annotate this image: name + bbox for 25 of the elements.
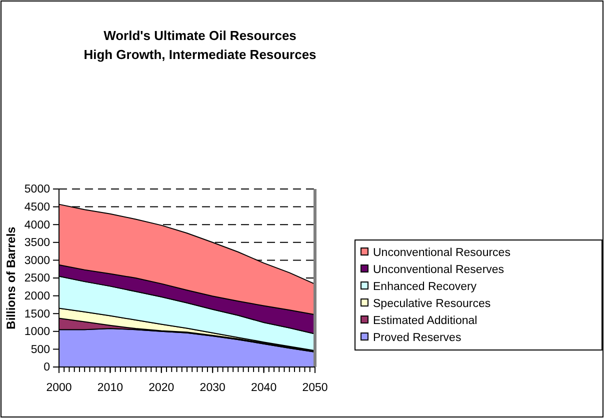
y-tick-label: 1500	[24, 308, 50, 320]
y-tick-label: 3000	[24, 254, 50, 267]
legend-label: Speculative Resources	[373, 298, 491, 310]
legend-label: Enhanced Recovery	[373, 281, 477, 293]
y-tick-label: 3500	[24, 237, 50, 250]
x-tick-label: 2010	[97, 382, 123, 394]
x-tick-label: 2000	[46, 382, 72, 394]
y-tick-label: 4500	[24, 201, 50, 214]
y-tick-label: 0	[44, 362, 50, 374]
y-tick-label: 500	[30, 344, 50, 356]
legend-label: Estimated Additional	[373, 315, 478, 327]
y-tick-label: 2500	[24, 272, 50, 285]
legend-label: Unconventional Resources	[373, 247, 511, 259]
chart-title: World's Ultimate Oil Resources High Growth, Intermediate Resources	[84, 28, 316, 62]
x-tick-label: 2020	[148, 382, 174, 394]
x-tick-label: 2040	[251, 382, 277, 394]
x-tick-label: 2050	[302, 382, 328, 394]
x-tick-label: 2030	[200, 382, 226, 394]
y-tick-label: 2000	[24, 290, 50, 302]
legend-label: Unconventional Reserves	[373, 264, 504, 276]
y-tick-label: 5000	[24, 184, 50, 196]
y-tick-label: 4000	[24, 219, 50, 232]
y-tick-label: 1000	[24, 326, 50, 338]
legend-label: Proved Reserves	[373, 332, 462, 344]
y-axis-title: Billions of Barrels	[4, 226, 18, 330]
